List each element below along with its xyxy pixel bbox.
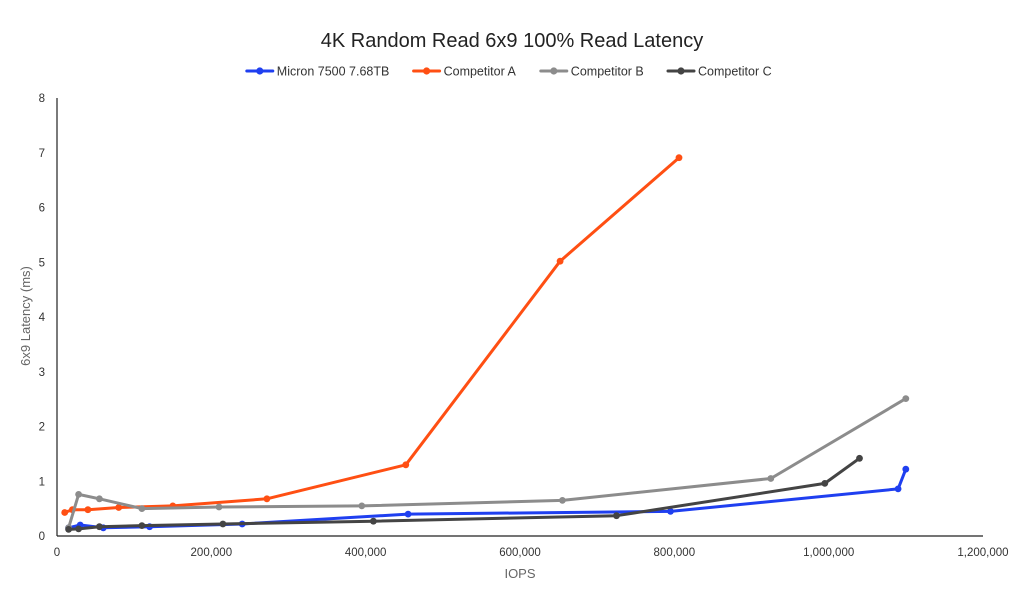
- data-point: [219, 520, 227, 528]
- series-4: [65, 454, 863, 533]
- data-point: [559, 497, 566, 504]
- legend-item: Competitor B: [539, 65, 644, 79]
- x-tick-label: 200,000: [191, 547, 233, 559]
- chart-title: 4K Random Read 6x9 100% Read Latency: [321, 30, 703, 52]
- series-layer: [61, 154, 910, 533]
- legend: Micron 7500 7.68TB Competitor A Competitor…: [245, 65, 772, 79]
- x-tick-label: 1,200,000: [957, 547, 1008, 559]
- legend-swatch-marker: [256, 67, 264, 75]
- data-point: [358, 502, 366, 510]
- legend-label: Micron 7500 7.68TB: [277, 65, 390, 79]
- data-point: [402, 461, 410, 469]
- data-point: [96, 523, 103, 531]
- y-tick-label: 7: [39, 148, 45, 160]
- x-tick-label: 1,000,000: [803, 547, 854, 559]
- y-tick-label: 2: [39, 422, 45, 434]
- series-line: [63, 156, 681, 514]
- data-point: [138, 505, 146, 512]
- data-point: [667, 508, 674, 515]
- series-3: [65, 395, 910, 532]
- data-point: [75, 525, 82, 533]
- data-point: [215, 503, 223, 511]
- data-point: [75, 491, 82, 498]
- data-point: [902, 395, 910, 402]
- legend-label: Competitor A: [444, 65, 517, 79]
- data-point: [902, 465, 910, 473]
- x-tick-label: 400,000: [345, 547, 387, 559]
- series-line: [67, 397, 908, 530]
- y-tick-label: 6: [39, 203, 45, 215]
- y-tick-label: 0: [39, 531, 45, 543]
- data-point: [61, 509, 69, 516]
- legend-label: Competitor B: [571, 65, 644, 79]
- data-point: [65, 526, 72, 533]
- data-point: [675, 154, 683, 162]
- data-point: [263, 495, 271, 503]
- legend-swatch-marker: [677, 67, 685, 75]
- y-tick-label: 8: [39, 93, 45, 105]
- y-tick-label: 3: [39, 367, 45, 379]
- y-tick-label: 1: [39, 476, 45, 488]
- series-line: [67, 456, 861, 531]
- data-point: [115, 504, 123, 511]
- data-point: [894, 485, 902, 493]
- data-point: [821, 480, 829, 487]
- y-tick-label: 5: [39, 257, 45, 269]
- y-axis-label: 6x9 Latency (ms): [18, 266, 33, 366]
- x-tick-label: 600,000: [499, 547, 541, 559]
- series-2: [61, 154, 683, 516]
- legend-swatch-marker: [550, 67, 558, 75]
- legend-item: Micron 7500 7.68TB: [245, 65, 390, 79]
- data-point: [84, 506, 92, 514]
- legend-swatch-marker: [423, 67, 431, 75]
- x-tick-label: 800,000: [654, 547, 696, 559]
- data-point: [613, 512, 620, 520]
- legend-item: Competitor A: [412, 65, 517, 79]
- data-point: [404, 510, 412, 518]
- x-tick-label: 0: [54, 547, 60, 559]
- data-point: [138, 522, 146, 529]
- data-point: [96, 495, 103, 503]
- data-point: [856, 454, 863, 462]
- data-point: [370, 517, 377, 525]
- axes: 0 1 2 3 4 5 6 7 8 0 200,000 400,000 600,000 800,000 1,…: [39, 93, 1009, 559]
- data-point: [556, 257, 564, 265]
- y-tick-label: 4: [39, 312, 46, 324]
- legend-item: Competitor C: [666, 65, 772, 79]
- data-point: [767, 475, 775, 482]
- legend-label: Competitor C: [698, 65, 772, 79]
- series-1: [65, 465, 910, 532]
- x-axis-label: IOPS: [504, 566, 535, 581]
